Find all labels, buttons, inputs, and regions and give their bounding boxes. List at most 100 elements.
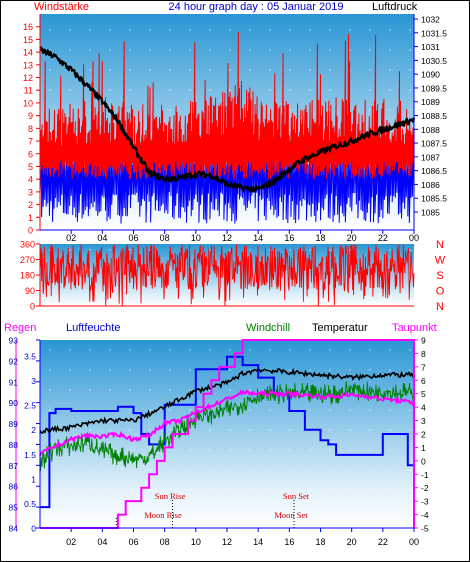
climate-x-tick-label: 12 [222, 537, 232, 547]
temp-tick-label: 5 [421, 389, 426, 399]
wind-x-tick-label: 20 [347, 233, 357, 243]
direction-tick-label: 0 [30, 302, 35, 312]
climate-right-ticks: -5 -4 -3 -2 -1 0 1 2 3 4 5 6 7 8 9 [414, 336, 429, 534]
wind-tick-label: 16 [23, 22, 33, 32]
dewpoint-legend: Taupunkt [392, 322, 437, 334]
wind-tick-label: 3 [28, 187, 33, 197]
windchill-legend: Windchill [246, 322, 290, 334]
rain-axis-title: Regen [4, 322, 36, 334]
chart-title: 24 hour graph day : 05 Januar 2019 [169, 1, 344, 13]
wind-x-tick-label: 08 [160, 233, 170, 243]
climate-x-tick-label: 00 [409, 537, 419, 547]
temp-tick-label: 4 [421, 403, 426, 413]
humidity-tick-label: 93 [9, 336, 19, 346]
climate-x-tick-label: 18 [315, 537, 325, 547]
wind-tick-label: 2 [28, 200, 33, 210]
dewpoint-series [39, 389, 415, 457]
pressure-tick-label: 1089 [421, 97, 440, 107]
pressure-tick-label: 1085.5 [421, 194, 447, 204]
pressure-tick-label: 1031 [421, 42, 440, 52]
wind-x-tick-label: 22 [378, 233, 388, 243]
direction-tick-label: 90 [25, 286, 35, 296]
wind-x-tick-label: 12 [222, 233, 232, 243]
wind-x-tick-label: 16 [284, 233, 294, 243]
sun-moon-annotations: Sun Rise Moon Rise Sun Set Moon Set [115, 491, 310, 528]
pressure-tick-label: 1086.5 [421, 166, 447, 176]
climate-x-tick-label: 02 [66, 537, 76, 547]
wind-pressure-marks [39, 32, 416, 224]
rain-tick-label: 2 [31, 425, 36, 435]
wind-tick-label: 7 [28, 137, 33, 147]
humidity-tick-label: 84 [9, 524, 19, 534]
wind-x-tick-label: 14 [253, 233, 263, 243]
direction-tick-label: 270 [20, 255, 35, 265]
wind-tick-label: 14 [23, 48, 33, 58]
wind-tick-label: 9 [28, 111, 33, 121]
climate-x-tick-label: 14 [253, 537, 263, 547]
rain-tick-label: 1 [31, 474, 36, 484]
humidity-axis-title: Luftfeuchte [66, 322, 120, 334]
compass-label: S [436, 270, 443, 282]
wind-tick-label: 11 [24, 86, 33, 96]
pressure-tick-label: 1086 [421, 180, 440, 190]
climate-x-tick-label: 08 [160, 537, 170, 547]
temp-tick-label: 9 [421, 336, 426, 346]
wind-x-tick-label: 00 [409, 233, 419, 243]
temp-tick-label: 3 [421, 416, 426, 426]
rain-series [40, 339, 415, 529]
humidity-tick-label: 88 [9, 440, 19, 450]
wind-tick-label: 4 [28, 175, 33, 185]
wind-tick-label: 1 [28, 213, 33, 223]
temp-tick-label: 1 [421, 443, 426, 453]
pressure-tick-label: 1088.5 [421, 111, 447, 121]
pressure-tick-label: 1090 [421, 70, 440, 80]
rain-tick-label: 0 [31, 524, 36, 534]
annotation-label: Sun Rise [155, 491, 186, 501]
climate-x-tick-label: 04 [97, 537, 107, 547]
humidity-tick-label: 90 [9, 398, 19, 408]
pressure-tick-label: 1031.5 [421, 28, 447, 38]
compass-label: N [436, 239, 444, 251]
wind-x-tick-label: 18 [315, 233, 325, 243]
rain-tick-label: 2.5 [24, 401, 36, 411]
wind-tick-label: 0 [28, 226, 33, 236]
humidity-tick-label: 87 [9, 461, 19, 471]
direction-left-ticks: 0 90 180 270 360 [20, 240, 40, 312]
rain-tick-label: 1.5 [24, 450, 36, 460]
wind-tick-label: 12 [23, 73, 33, 83]
climate-x-tick-label: 10 [191, 537, 201, 547]
pressure-tick-label: 1087 [421, 152, 440, 162]
temp-tick-label: 8 [421, 349, 426, 359]
temp-tick-label: 6 [421, 376, 426, 386]
humidity-tick-label: 92 [9, 356, 19, 366]
compass-label: W [435, 255, 446, 267]
wind-tick-label: 5 [28, 162, 33, 172]
climate-x-tick-label: 20 [347, 537, 357, 547]
wind-x-tick-label: 06 [128, 233, 138, 243]
pressure-axis-title: Luftdruck [372, 1, 418, 13]
direction-tick-label: 360 [20, 240, 35, 250]
wind-tick-label: 6 [28, 149, 33, 159]
rain-tick-label: 0.5 [24, 499, 36, 509]
humidity-tick-label: 86 [9, 482, 19, 492]
compass-label: N [436, 301, 444, 313]
pressure-tick-label: 1088 [421, 125, 440, 135]
rain-tick-label: 3.5 [24, 352, 36, 362]
temp-tick-label: -2 [421, 483, 429, 493]
annotation-label: Moon Rise [144, 510, 182, 520]
rain-tick-label: 3 [31, 376, 36, 386]
wind-tick-label: 10 [23, 98, 33, 108]
wind-series [39, 32, 415, 180]
direction-tick-label: 180 [20, 271, 35, 281]
wind-x-tick-label: 02 [66, 233, 76, 243]
temp-tick-label: -1 [421, 470, 429, 480]
pressure-tick-label: 1087.5 [421, 139, 447, 149]
temp-tick-label: 2 [421, 430, 426, 440]
humidity-tick-label: 85 [9, 503, 19, 513]
pressure-tick-label: 1032 [421, 15, 440, 25]
annotation-label: Moon Set [274, 510, 308, 520]
